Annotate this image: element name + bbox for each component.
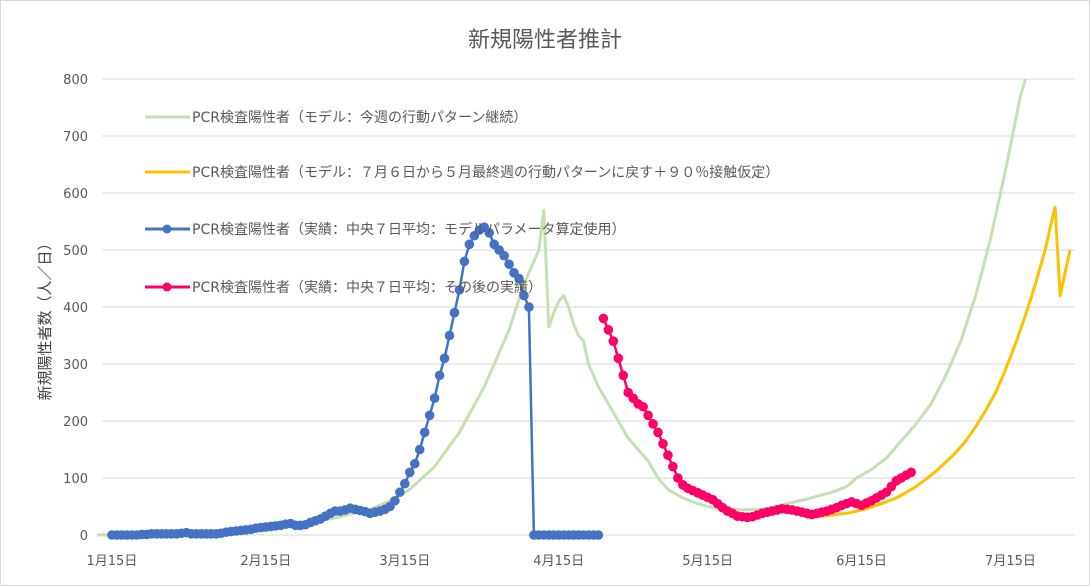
- data-point: [638, 401, 648, 412]
- y-tick-label: 300: [63, 358, 88, 373]
- axis-layer: 0 100 200 300 400 500 600 700 800 1月15日 2月15日 3月15日…: [63, 73, 1036, 569]
- series-layer: [96, 79, 1072, 540]
- chart-title: 新規陽性者推計: [468, 28, 622, 53]
- x-tick-label: 6月15日: [836, 554, 887, 569]
- data-point: [504, 259, 514, 270]
- legend: PCR検査陽性者（モデル：今週の行動パターン継続） PCR検査陽性者（モデル：７月…: [145, 109, 779, 296]
- data-point: [439, 353, 450, 364]
- legend-label: PCR検査陽性者（モデル：７月６日から５月最終週の行動パターンに戻す＋９０％接触…: [192, 164, 779, 181]
- y-tick-label: 700: [63, 130, 88, 145]
- x-tick-label: 3月15日: [379, 554, 430, 569]
- legend-label: PCR検査陽性者（実績：中央７日平均：その後の実績）: [192, 280, 542, 296]
- y-tick-label: 500: [63, 244, 88, 259]
- data-point: [603, 325, 614, 335]
- data-point: [613, 353, 624, 364]
- data-point: [444, 330, 455, 341]
- data-point: [524, 302, 534, 312]
- data-point: [464, 239, 475, 250]
- data-point: [593, 530, 604, 540]
- data-point: [608, 336, 619, 347]
- y-tick-label: 200: [63, 415, 88, 430]
- y-axis-label: 新規陽性者数（人／日）: [36, 235, 54, 400]
- data-point: [618, 370, 629, 381]
- data-point: [400, 478, 410, 489]
- data-point: [598, 313, 609, 324]
- data-point: [643, 410, 653, 421]
- data-point: [653, 427, 663, 438]
- data-point: [449, 307, 460, 318]
- data-point: [409, 458, 420, 469]
- data-point: [673, 473, 683, 483]
- legend-label: PCR検査陽性者（実績：中央７日平均：モデルパラメータ算定使用）: [192, 221, 626, 238]
- data-point: [499, 250, 509, 261]
- legend-marker: [162, 224, 172, 234]
- data-point: [484, 228, 495, 238]
- data-point: [414, 444, 425, 455]
- data-point: [648, 419, 658, 429]
- data-point: [434, 370, 445, 381]
- x-tick-label: 5月15日: [682, 554, 733, 569]
- series-line-1: [806, 205, 1072, 520]
- grid-layer: [102, 78, 1075, 536]
- x-tick-label: 2月15日: [240, 554, 291, 569]
- y-tick-label: 0: [80, 529, 88, 544]
- data-point: [429, 393, 440, 404]
- y-tick-label: 100: [63, 472, 88, 487]
- data-point: [424, 410, 435, 421]
- y-tick-label: 600: [63, 187, 88, 202]
- data-point: [663, 450, 673, 461]
- y-tick-label: 800: [63, 73, 88, 88]
- series-line-0: [96, 79, 1027, 537]
- data-point: [519, 290, 529, 301]
- data-point: [390, 496, 400, 506]
- data-point: [404, 467, 415, 478]
- data-point: [658, 439, 668, 449]
- series-line-2: [111, 225, 599, 537]
- x-tick-label: 1月15日: [87, 554, 138, 569]
- data-point: [395, 487, 405, 498]
- x-tick-label: 7月15日: [985, 554, 1036, 569]
- data-point: [459, 256, 470, 267]
- data-point: [668, 461, 678, 472]
- legend-marker: [162, 282, 172, 292]
- x-tick-label: 4月15日: [533, 554, 584, 569]
- data-point: [514, 273, 524, 284]
- legend-label: PCR検査陽性者（モデル：今週の行動パターン継続）: [192, 109, 527, 126]
- data-point: [906, 467, 916, 478]
- data-point: [419, 427, 430, 438]
- data-point: [454, 285, 465, 295]
- y-tick-label: 400: [63, 301, 88, 316]
